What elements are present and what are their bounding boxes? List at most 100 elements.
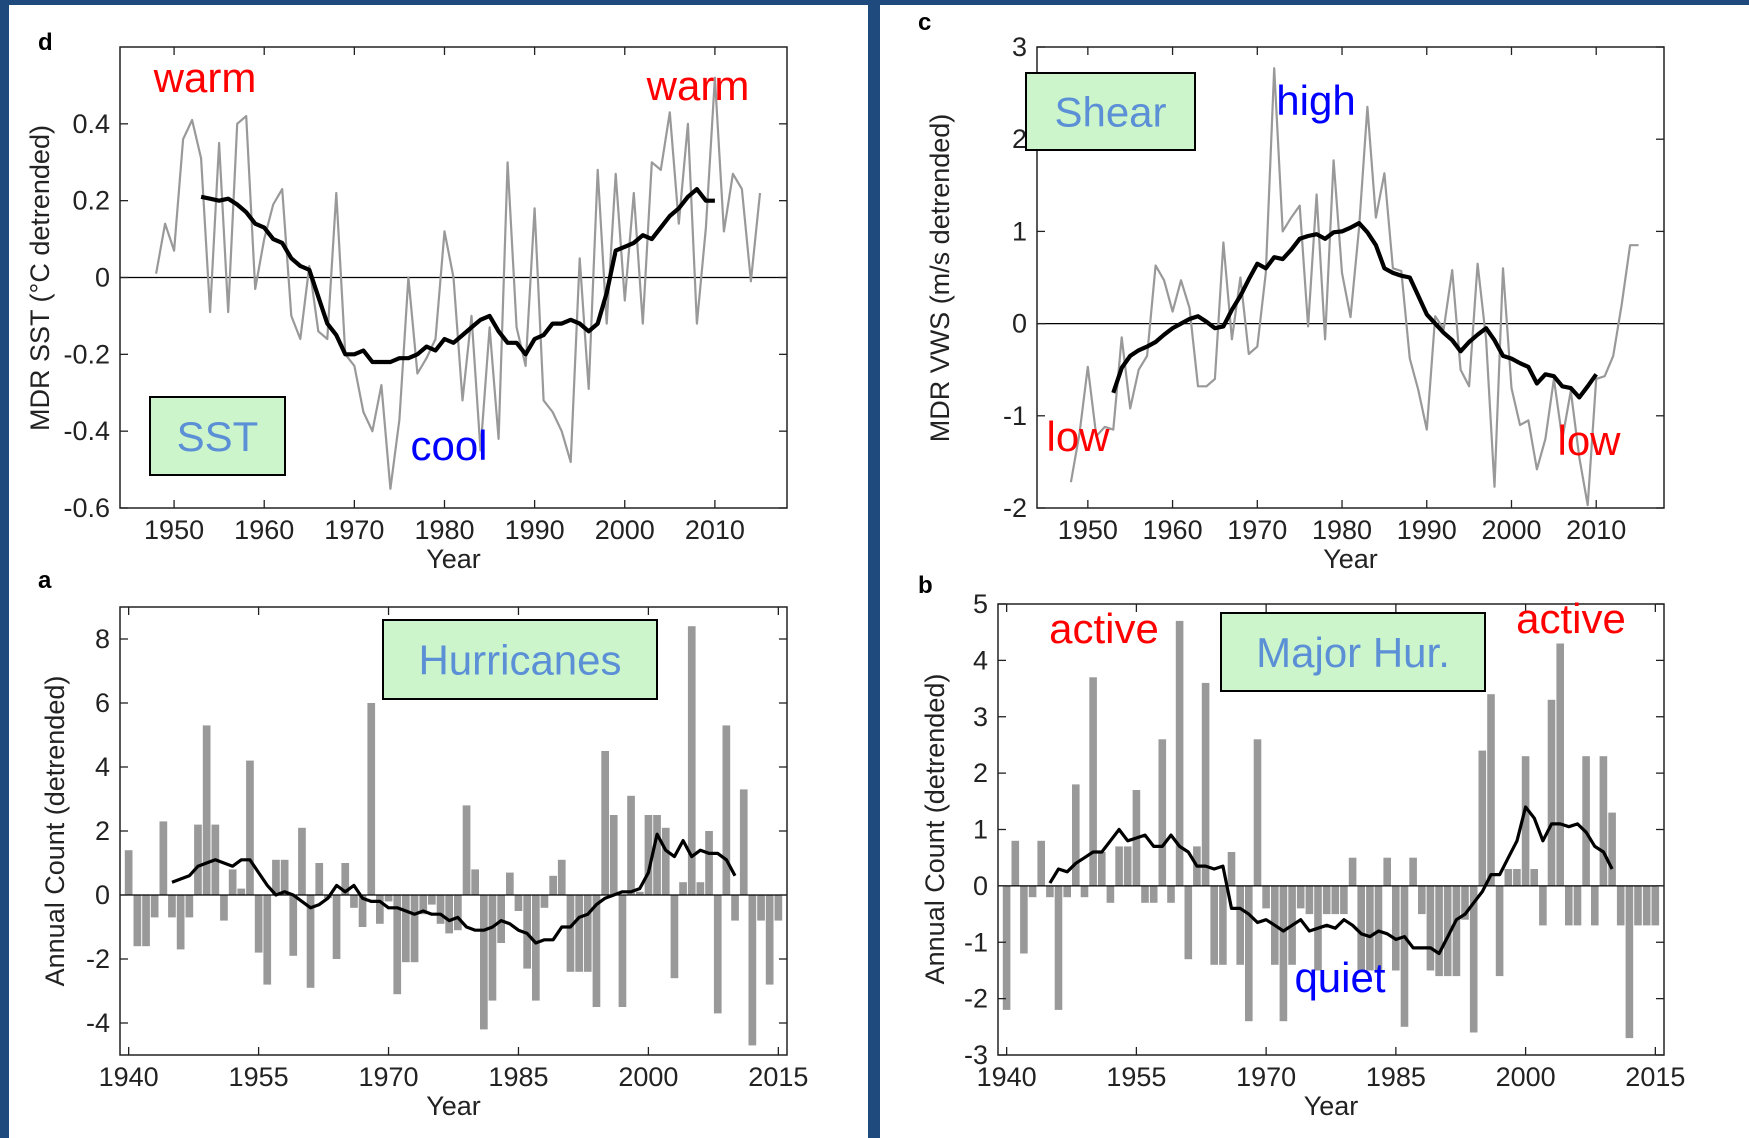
bar-a-1971 — [393, 895, 402, 995]
bar-b-2007 — [1582, 756, 1590, 886]
bar-b-1996 — [1487, 694, 1495, 886]
x-tick-label: 2000 — [1481, 515, 1541, 545]
bar-b-1986 — [1400, 885, 1409, 1027]
x-tick-label: 1980 — [1312, 515, 1372, 545]
bar-b-1957 — [1149, 885, 1158, 903]
bar-a-2004 — [679, 882, 687, 895]
bar-b-1945 — [1046, 885, 1054, 898]
bar-a-1967 — [358, 895, 367, 927]
y-tick-label: -0.4 — [63, 416, 110, 446]
x-tick-label: 1960 — [234, 515, 294, 545]
y-tick-label: -0.2 — [63, 339, 110, 369]
bar-a-1949 — [202, 725, 211, 895]
x-tick-label: 1985 — [1366, 1062, 1426, 1092]
bar-b-1998 — [1504, 869, 1513, 886]
bar-a-1997 — [618, 895, 627, 1007]
y-tick-label: -3 — [964, 1040, 988, 1070]
bar-a-1973 — [410, 895, 419, 963]
y-tick-label: -0.6 — [63, 493, 110, 523]
bar-b-1968 — [1245, 885, 1253, 1022]
bar-a-2007 — [705, 831, 713, 895]
bar-a-2002 — [661, 827, 670, 895]
annotation-quiet: quiet — [1294, 954, 1385, 1001]
bar-a-1975 — [428, 895, 436, 905]
bar-a-1962 — [315, 863, 324, 895]
bar-b-1949 — [1080, 885, 1089, 898]
y-tick-label: 3 — [973, 702, 988, 732]
panel-letter: d — [38, 29, 53, 56]
bar-b-1944 — [1037, 840, 1045, 886]
bar-b-1940 — [1002, 885, 1011, 1010]
bar-b-2015 — [1651, 885, 1660, 926]
y-axis-label: Annual Count (detrended) — [920, 674, 950, 985]
annotation-active: active — [1049, 605, 1159, 652]
bar-b-1954 — [1123, 846, 1132, 886]
series-label-text: Shear — [1054, 89, 1166, 136]
y-tick-label: -1 — [964, 927, 988, 957]
bar-a-2005 — [687, 626, 696, 895]
x-tick-label: 2000 — [1496, 1062, 1556, 1092]
series-label-text: Hurricanes — [418, 637, 621, 684]
y-tick-label: -2 — [86, 944, 110, 974]
bar-b-1997 — [1495, 885, 1504, 977]
series-label-text: SST — [177, 413, 259, 460]
bar-b-1947 — [1063, 885, 1071, 898]
bar-a-1976 — [436, 895, 445, 924]
bar-a-1978 — [454, 895, 462, 931]
smoothed-series-line-b — [1048, 805, 1614, 956]
bar-a-1987 — [532, 895, 540, 1001]
annotation-warm: warm — [153, 54, 257, 101]
bar-a-1952 — [228, 869, 237, 895]
x-tick-label: 1940 — [99, 1062, 159, 1092]
bar-b-2011 — [1616, 885, 1625, 926]
bar-b-1981 — [1357, 885, 1365, 971]
bar-a-2015 — [774, 895, 783, 921]
bar-b-1969 — [1253, 739, 1262, 886]
bar-b-2004 — [1556, 643, 1564, 886]
bar-b-1993 — [1461, 885, 1469, 920]
y-axis-label: MDR SST (°C detrended) — [25, 125, 55, 431]
raw-series-line-c — [1069, 67, 1639, 507]
bar-b-1958 — [1158, 739, 1167, 886]
bar-a-1958 — [280, 859, 289, 895]
bar-b-1965 — [1219, 885, 1227, 965]
bar-b-1979 — [1340, 885, 1348, 915]
bar-b-1978 — [1331, 885, 1340, 915]
bar-b-2005 — [1565, 885, 1573, 926]
bar-b-2006 — [1573, 885, 1582, 926]
bar-a-1991 — [566, 895, 575, 972]
panel-letter: b — [918, 572, 933, 599]
annotation-low: low — [1046, 413, 1110, 460]
bar-a-1994 — [592, 895, 601, 1007]
y-tick-label: -1 — [1003, 401, 1027, 431]
bar-b-2009 — [1599, 756, 1608, 886]
bar-a-1993 — [583, 895, 592, 972]
bar-b-1989 — [1426, 885, 1435, 971]
bar-a-1966 — [350, 895, 358, 908]
bar-a-1943 — [150, 895, 159, 918]
x-tick-label: 2010 — [685, 515, 745, 545]
annotation-high: high — [1276, 77, 1355, 124]
x-axis-label: Year — [1304, 1091, 1359, 1121]
y-tick-label: -2 — [1003, 493, 1027, 523]
y-tick-label: 8 — [95, 624, 110, 654]
bar-a-1981 — [480, 895, 488, 1030]
bar-a-2009 — [722, 725, 731, 895]
bar-b-1950 — [1089, 677, 1097, 886]
bar-a-1941 — [133, 895, 142, 947]
x-tick-label: 1990 — [1397, 515, 1457, 545]
bar-b-2014 — [1642, 885, 1651, 926]
bar-a-2010 — [731, 895, 739, 921]
bar-b-2013 — [1634, 885, 1642, 926]
series-label-text: Major Hur. — [1256, 629, 1450, 676]
bar-a-1992 — [575, 895, 583, 972]
bar-a-2001 — [653, 815, 661, 895]
x-tick-label: 1970 — [358, 1062, 418, 1092]
bar-a-1940 — [124, 850, 133, 895]
bar-b-1975 — [1305, 885, 1314, 915]
bar-b-1987 — [1409, 857, 1417, 886]
y-tick-label: 0 — [973, 871, 988, 901]
bar-a-1953 — [237, 888, 246, 895]
bar-b-2001 — [1530, 869, 1538, 886]
bar-b-1985 — [1392, 885, 1400, 971]
